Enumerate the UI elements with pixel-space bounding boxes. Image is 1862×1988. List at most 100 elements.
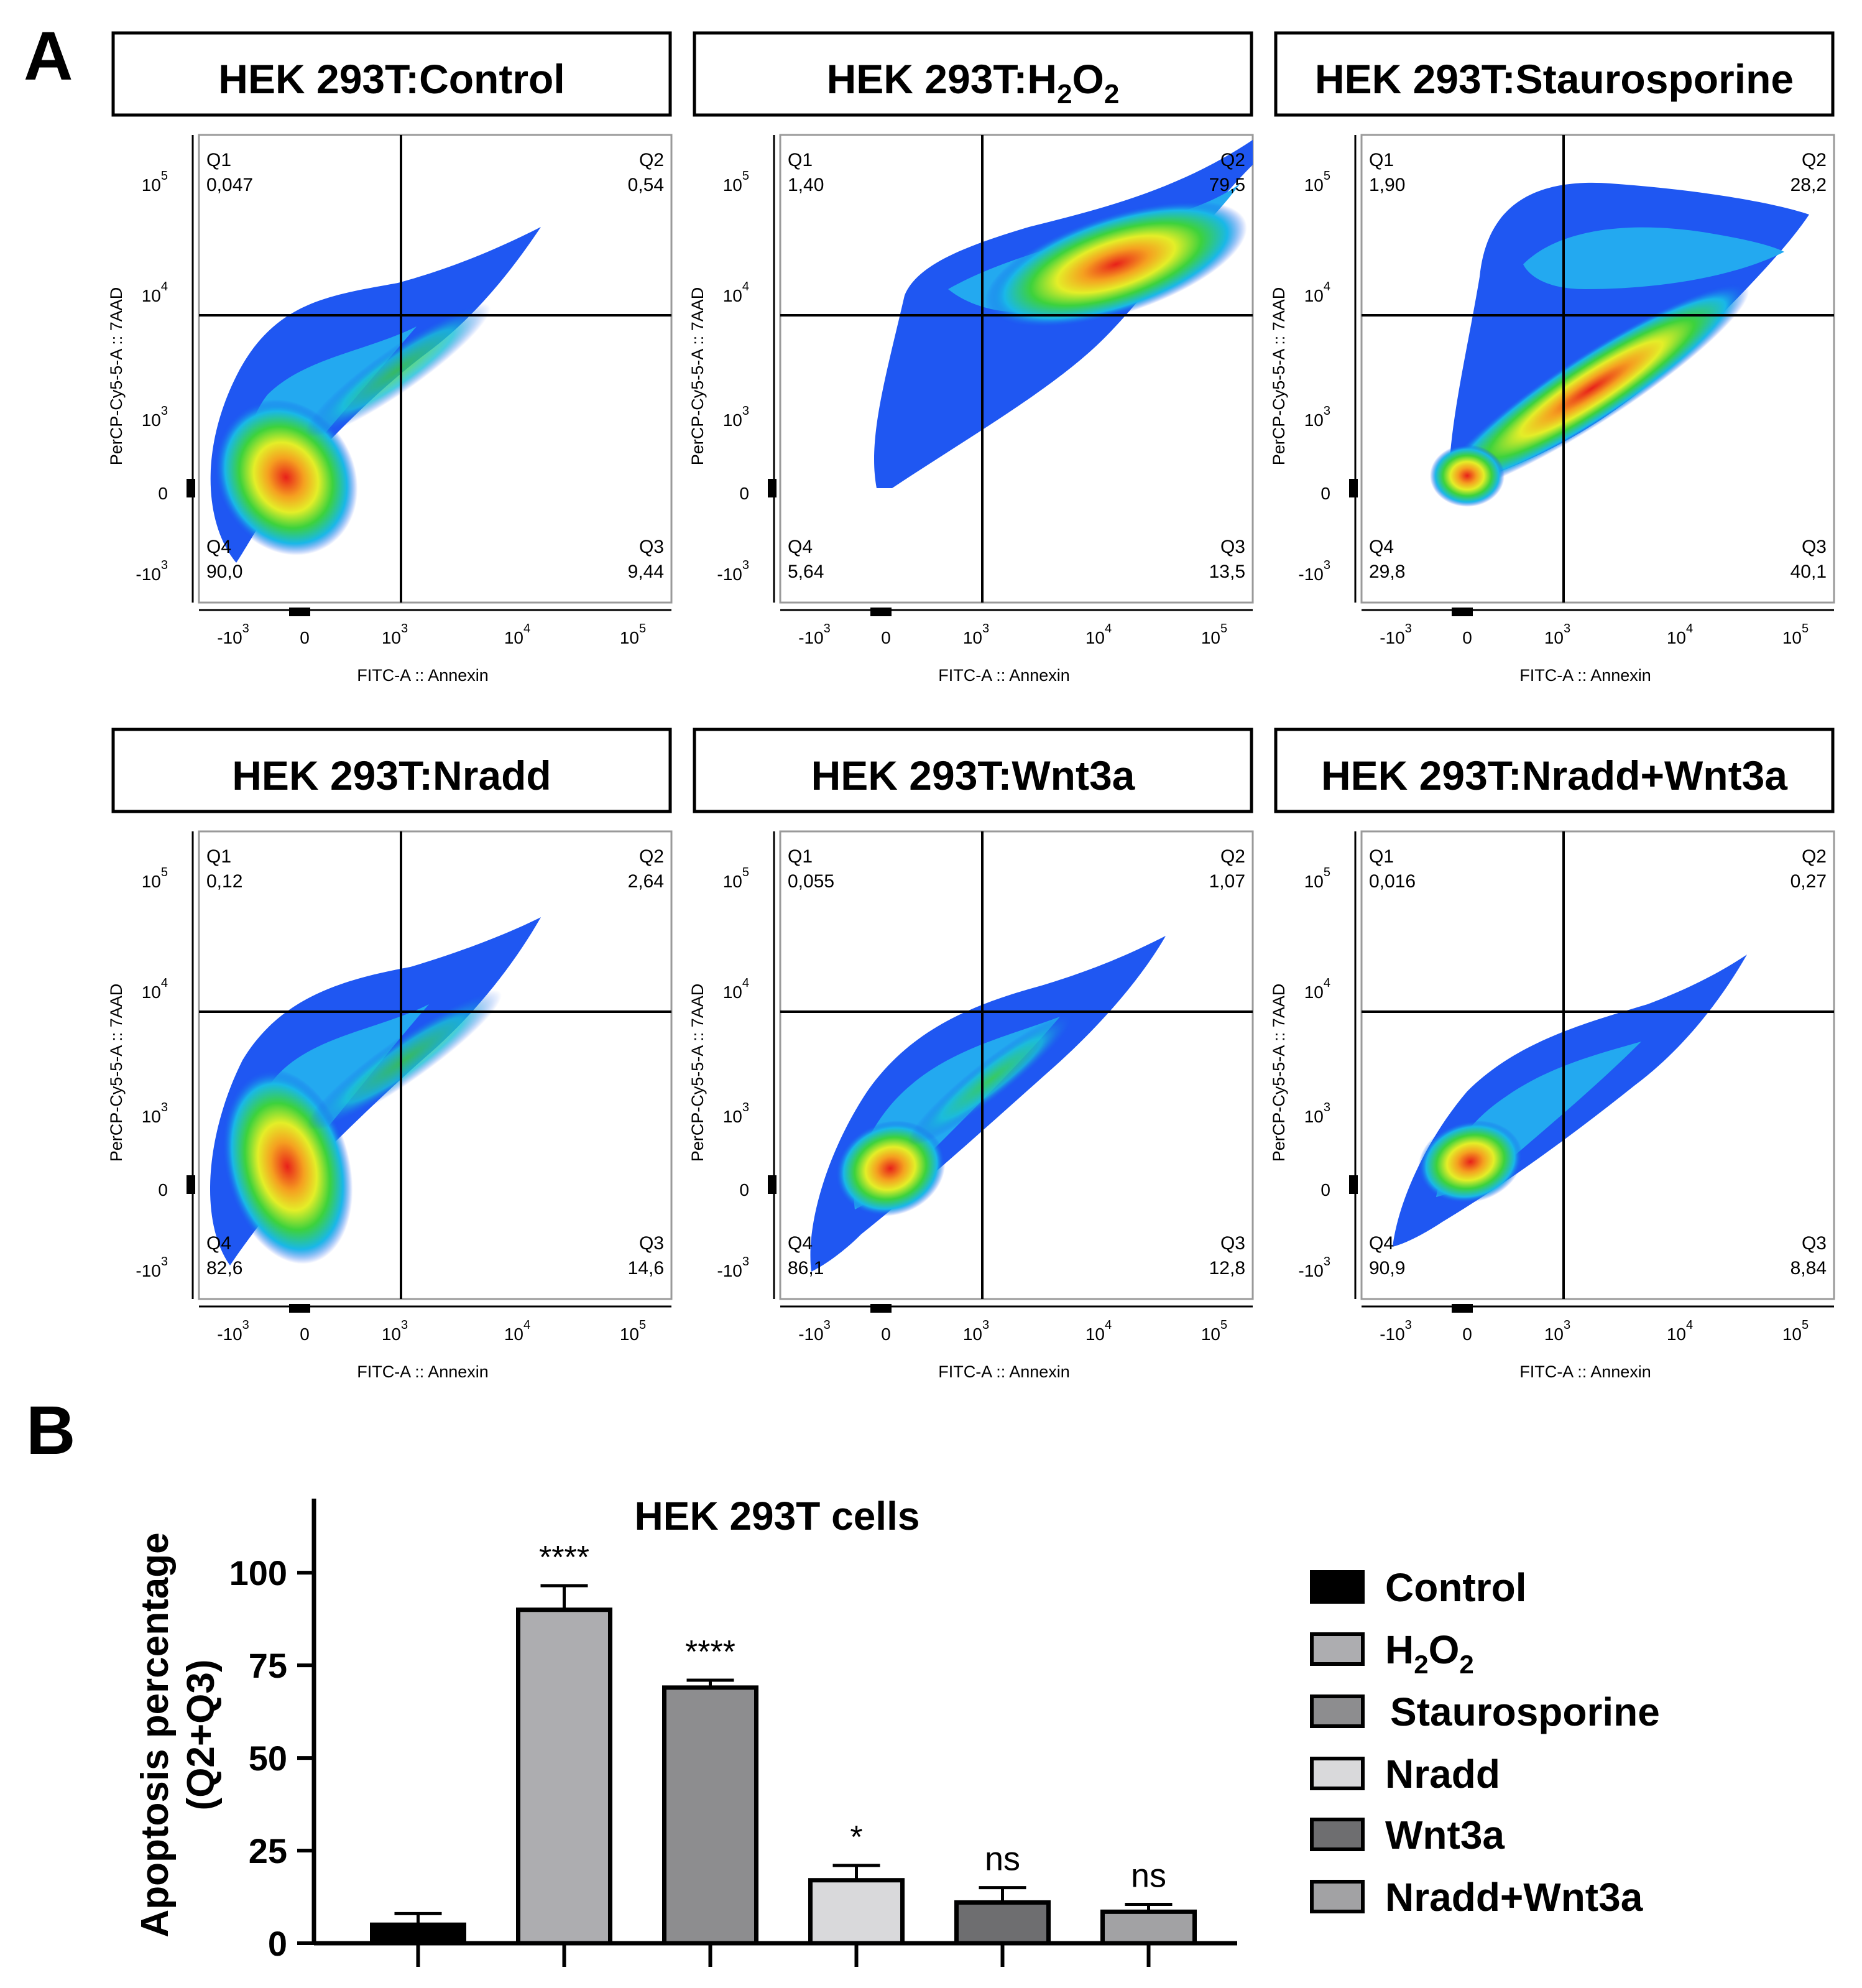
q2-value: 1,07 (1209, 871, 1245, 892)
y-tick-1e5: 105 (723, 169, 749, 195)
bar-y-tick-label: 75 (249, 1646, 287, 1685)
q4-label: Q4 (206, 1233, 231, 1254)
y-tick-1e4: 104 (1304, 976, 1330, 1002)
q3-value: 13,5 (1209, 562, 1245, 582)
x-tick-1e3: 103 (1544, 622, 1570, 647)
q2-value: 28,2 (1791, 175, 1827, 195)
density-cloud (210, 917, 541, 1265)
legend-item-nradd-wnt3a: Nradd+Wnt3a (1310, 1875, 1643, 1920)
density-streak (907, 1012, 1076, 1146)
bar-y-label: Apoptosis percentage(Q2+Q3) (134, 1532, 223, 1937)
q1-label: Q1 (788, 150, 813, 170)
q4-value: 29,8 (1369, 562, 1405, 582)
panel-title-box (111, 728, 672, 813)
bar-control (370, 1922, 466, 1946)
y-axis-ticks: 105 104 103 0 -103 (136, 866, 168, 1280)
panel-title: HEK 293T:H2O2 (827, 56, 1120, 109)
x-tick-1e3: 103 (382, 622, 408, 647)
y-tick-1e3: 103 (142, 1101, 168, 1126)
x-tick-m1e3: -103 (1380, 1318, 1412, 1344)
y-tick-1e4: 104 (723, 976, 749, 1002)
density-streak (305, 303, 491, 437)
panel-title-box (1274, 31, 1835, 117)
y-axis-label: PerCP-Cy5-5-A :: 7AAD (107, 287, 126, 466)
y-axis-zero-marker (187, 1175, 195, 1194)
legend-item-wnt3a: Wnt3a (1310, 1813, 1505, 1857)
q4-value: 5,64 (788, 562, 824, 582)
x-tick-1e5: 105 (1201, 1318, 1227, 1344)
q1-value: 1,90 (1369, 175, 1405, 195)
q1-label: Q1 (206, 846, 231, 867)
bar-y-tick-label: 50 (249, 1739, 287, 1778)
flow-panel-h2o2: HEK 293T:H2O2 Q1 1,40 Q2 79,5 Q4 5,64 Q3… (688, 31, 1254, 685)
x-tick-0: 0 (1462, 1325, 1472, 1344)
density-peak (1430, 445, 1505, 507)
y-tick-0: 0 (739, 1180, 749, 1200)
q3-label: Q3 (1802, 537, 1827, 557)
panel-title-box (1274, 728, 1835, 813)
x-tick-1e5: 105 (620, 622, 646, 647)
x-tick-0: 0 (1462, 628, 1472, 647)
x-tick-m1e3: -103 (798, 1318, 831, 1344)
x-tick-1e3: 103 (382, 1318, 408, 1344)
flow-panel-control: HEK 293T:Control Q1 0,047 Q2 0,54 Q4 90,… (107, 31, 673, 685)
plot-area: Q1 0,055 Q2 1,07 Q4 86,1 Q3 12,8 105 104… (688, 830, 1254, 1381)
q3-label: Q3 (639, 537, 664, 557)
y-axis-label: PerCP-Cy5-5-A :: 7AAD (688, 984, 707, 1162)
q3-label: Q3 (1220, 537, 1245, 557)
x-axis-label: FITC-A :: Annexin (357, 1362, 489, 1381)
legend-label-h2o2: H2O2 (1385, 1627, 1474, 1679)
y-axis-zero-marker (768, 1175, 777, 1194)
panel-title-box (693, 728, 1253, 813)
panel-title: HEK 293T:Nradd (232, 752, 551, 798)
density-streak (306, 990, 502, 1130)
x-tick-m1e3: -103 (798, 622, 831, 647)
q3-value: 8,84 (1791, 1258, 1827, 1278)
bar-nradd-wnt3a (1100, 1909, 1197, 1946)
q1-label: Q1 (1369, 846, 1394, 867)
x-axis-label: FITC-A :: Annexin (938, 1362, 1070, 1381)
significance-wnt3a: ns (985, 1841, 1020, 1878)
x-axis-label: FITC-A :: Annexin (357, 666, 489, 685)
q1-value: 0,055 (788, 871, 834, 892)
panel-title-box (111, 31, 672, 117)
legend-swatch-nradd-wnt3a (1310, 1880, 1365, 1913)
x-axis-ticks: -103 0 103 104 105 (217, 1318, 646, 1344)
y-tick-0: 0 (158, 1180, 168, 1200)
q4-value: 90,0 (206, 562, 242, 582)
x-tick-1e5: 105 (620, 1318, 646, 1344)
x-tick-0: 0 (881, 628, 891, 647)
x-tick-1e4: 104 (504, 622, 530, 647)
plot-area: Q1 0,047 Q2 0,54 Q4 90,0 Q3 9,44 105 104… (107, 134, 673, 685)
density-peak (1418, 1120, 1523, 1203)
bar-y-tick-label: 0 (268, 1924, 287, 1963)
q4-label: Q4 (1369, 1233, 1394, 1254)
q2-value: 0,27 (1791, 871, 1827, 892)
q2-label: Q2 (639, 846, 664, 867)
legend-label-nradd: Nradd (1385, 1752, 1500, 1796)
x-tick-1e3: 103 (963, 622, 989, 647)
panel-a-label: A (24, 18, 73, 95)
y-axis-zero-marker (768, 479, 777, 497)
x-tick-m1e3: -103 (217, 622, 249, 647)
x-tick-0: 0 (300, 1325, 310, 1344)
y-tick-1e5: 105 (1304, 169, 1330, 195)
x-tick-1e3: 103 (963, 1318, 989, 1344)
y-tick-1e3: 103 (723, 1101, 749, 1126)
legend-item-nradd: Nradd (1310, 1752, 1500, 1796)
density-cloud (1430, 182, 1809, 507)
flow-panel-staurosporine: HEK 293T:Staurosporine Q1 1,90 Q2 28,2 Q… (1270, 31, 1835, 685)
bar-chart-title: HEK 293T cells (635, 1494, 920, 1538)
x-axis-zero-marker (289, 608, 310, 616)
bar-marks: *********ns ns (370, 1540, 1197, 1967)
y-tick-1e4: 104 (142, 976, 168, 1002)
q2-value: 79,5 (1209, 175, 1245, 195)
flow-panel-nradd-wnt3a: HEK 293T:Nradd+Wnt3a Q1 0,016 Q2 0,27 Q4… (1270, 728, 1835, 1381)
legend-label-control: Control (1385, 1565, 1527, 1610)
y-axis-ticks: 105 104 103 0 -103 (717, 169, 749, 584)
q2-label: Q2 (1220, 846, 1245, 867)
y-tick-m1e3: -103 (136, 558, 168, 584)
q1-label: Q1 (1369, 150, 1394, 170)
x-axis-ticks: -103 0 103 104 105 (1380, 622, 1809, 647)
